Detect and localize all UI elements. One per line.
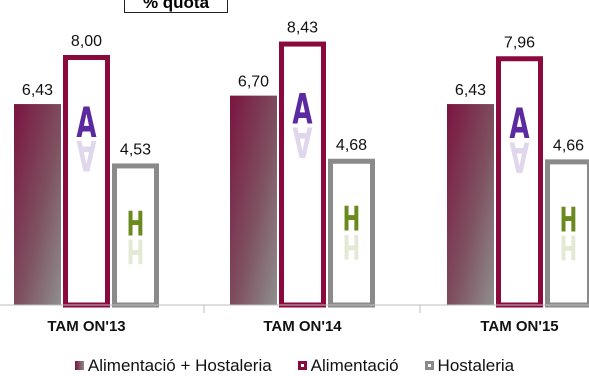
bar-hospitality-2: [328, 158, 375, 308]
bar-food-3-icon: A: [509, 101, 529, 149]
value-label-food-2: 8,43: [287, 20, 318, 37]
value-label-hospitality-3: 4,66: [553, 137, 584, 154]
value-label-hospitality-1: 4,53: [120, 141, 151, 158]
legend-item-combined: Alimentació + Hostaleria: [74, 355, 272, 376]
bar-combined-2: [230, 95, 277, 305]
bar-hospitality-2-icon: H: [343, 199, 361, 239]
value-label-food-1: 8,00: [71, 33, 102, 50]
value-label-hospitality-2: 4,68: [336, 137, 367, 154]
bar-food-3-icon-reflection: A: [509, 131, 529, 179]
chart-legend: Alimentació + Hostaleria Alimentació Hos…: [0, 355, 589, 376]
value-label-combined-3: 6,43: [455, 82, 486, 99]
bar-hospitality-3-icon-reflection: H: [560, 227, 578, 267]
bar-food-2-icon: A: [292, 86, 312, 134]
bar-hospitality-1-icon-reflection: H: [127, 231, 145, 271]
bar-hospitality-1-icon: H: [127, 204, 145, 244]
bar-food-1: [63, 55, 110, 308]
legend-label-combined: Alimentació + Hostaleria: [87, 355, 272, 375]
legend-swatch-food: [297, 361, 307, 370]
bar-food-2-icon-reflection: A: [292, 117, 312, 165]
legend-item-hospitality: Hostaleria: [424, 355, 515, 376]
x-tick-label-3: TAM ON'15: [480, 318, 558, 335]
value-label-food-3: 7,96: [504, 34, 535, 51]
legend-swatch-hospitality: [424, 361, 434, 370]
bar-food-1-icon: A: [76, 100, 96, 148]
value-label-combined-1: 6,43: [22, 82, 53, 99]
legend-swatch-combined: [74, 361, 84, 370]
legend-label-hospitality: Hostaleria: [437, 355, 515, 375]
bar-combined-1: [14, 104, 61, 305]
x-tick-label-2: TAM ON'14: [263, 318, 342, 335]
bar-food-3: [496, 56, 543, 308]
chart-title: % quota: [124, 0, 228, 13]
value-label-combined-2: 6,70: [238, 74, 269, 91]
x-tick-label-1: TAM ON'13: [47, 318, 125, 335]
bar-food-1-icon-reflection: A: [76, 130, 96, 178]
legend-item-food: Alimentació: [297, 355, 399, 376]
bar-hospitality-3-icon: H: [560, 200, 578, 240]
legend-label-food: Alimentació: [310, 355, 399, 375]
bar-hospitality-3: [545, 159, 589, 308]
bar-food-2: [279, 41, 326, 308]
bar-hospitality-2-icon-reflection: H: [343, 226, 361, 266]
bar-combined-3: [447, 104, 494, 305]
